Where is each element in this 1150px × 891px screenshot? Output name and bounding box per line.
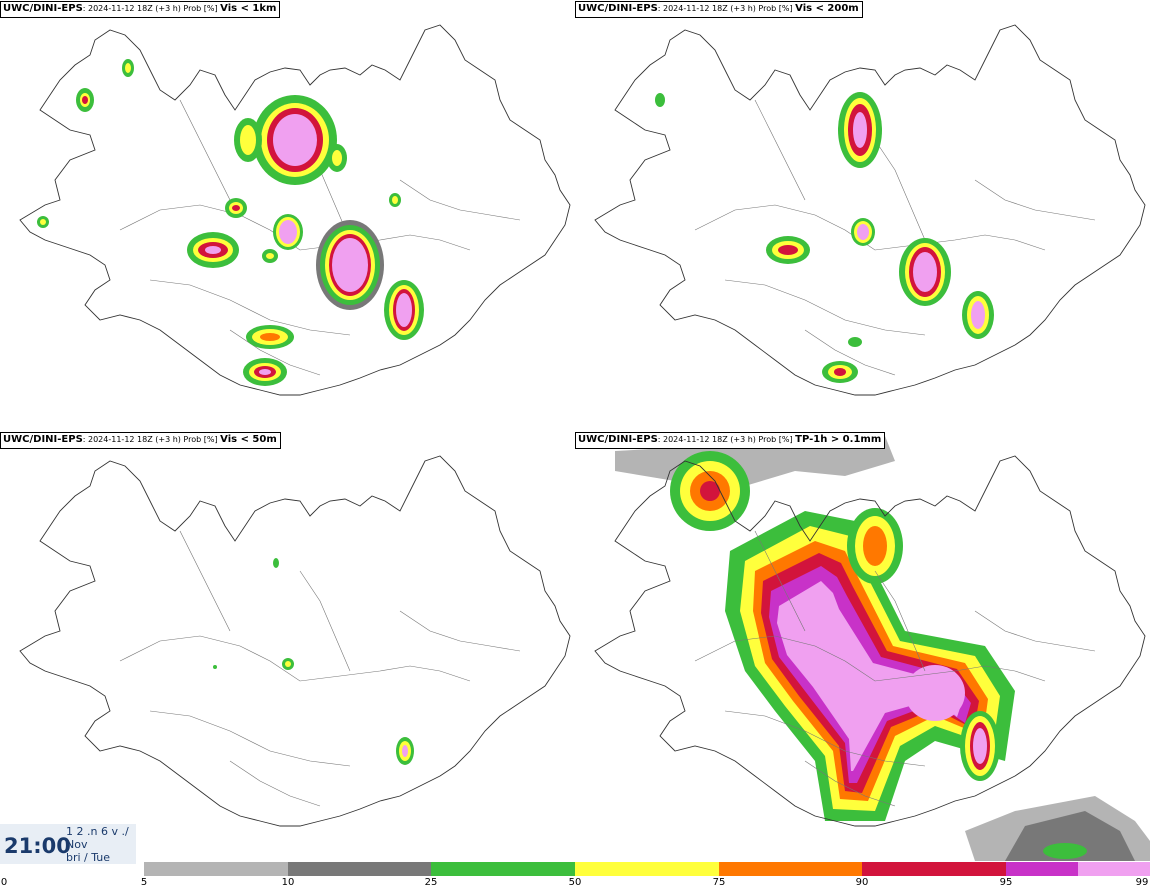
colorbar-segment-99 [1078, 862, 1150, 876]
region-border [974, 179, 1096, 221]
variable-name: Vis < 50m [220, 434, 277, 445]
colorbar-segment-25-50 [431, 862, 575, 876]
colorbar-tick-10: 10 [281, 877, 295, 888]
region-border [149, 279, 351, 336]
region-border [754, 530, 806, 632]
model-source: UWC/DINI-EPS [3, 3, 83, 14]
coastline-path [594, 24, 1146, 396]
region-border [179, 99, 231, 201]
iceland-coastline [19, 24, 571, 396]
run-info: : 2024-11-12 18Z (+3 h) Prob [%] [82, 435, 221, 444]
region-border [299, 570, 351, 672]
iceland-map [594, 436, 1150, 861]
iceland-coastline [594, 455, 1146, 827]
region-border [874, 139, 926, 241]
run-info: : 2024-11-12 18Z (+3 h) Prob [%] [657, 435, 796, 444]
region-border [119, 204, 471, 251]
panel-title: UWC/DINI-EPS: 2024-11-12 18Z (+3 h) Prob… [575, 432, 886, 449]
valid-time-box: 21:00 1 2 .n 6 v ./ Nov bri / Tue [0, 824, 136, 864]
iceland-coastline [594, 24, 1146, 396]
model-source: UWC/DINI-EPS [578, 434, 658, 445]
colorbar-segment-10-25 [288, 862, 431, 876]
region-border [119, 635, 471, 682]
panel-title: UWC/DINI-EPS: 2024-11-12 18Z (+3 h) Prob… [0, 432, 281, 449]
colorbar-tick-5: 5 [140, 877, 148, 888]
region-border [754, 99, 806, 201]
region-border [399, 179, 521, 221]
map-panel-vis-50m: UWC/DINI-EPS: 2024-11-12 18Z (+3 h) Prob… [0, 431, 575, 861]
coastline-path [594, 455, 1146, 827]
iceland-map [19, 455, 571, 827]
variable-name: Vis < 200m [795, 3, 859, 14]
model-source: UWC/DINI-EPS [3, 434, 83, 445]
colorbar-tick-90: 90 [855, 877, 869, 888]
colorbar-segment-50-75 [575, 862, 719, 876]
map-panel-vis-1km: UWC/DINI-EPS: 2024-11-12 18Z (+3 h) Prob… [0, 0, 575, 430]
region-border [724, 710, 926, 767]
colorbar-tick-99: 99 [1135, 877, 1149, 888]
colorbar-tick-95: 95 [999, 877, 1013, 888]
model-source: UWC/DINI-EPS [578, 3, 658, 14]
region-border [724, 279, 926, 336]
region-border [804, 760, 896, 807]
valid-date-line1: 1 2 .n 6 v ./ [66, 825, 129, 838]
panel-title: UWC/DINI-EPS: 2024-11-12 18Z (+3 h) Prob… [0, 1, 281, 18]
run-info: : 2024-11-12 18Z (+3 h) Prob [%] [82, 4, 221, 13]
region-border [694, 204, 1046, 251]
region-border [229, 329, 321, 376]
variable-name: Vis < 1km [220, 3, 277, 14]
colorbar-segment-75-90 [719, 862, 862, 876]
region-border [149, 710, 351, 767]
panel-title: UWC/DINI-EPS: 2024-11-12 18Z (+3 h) Prob… [575, 1, 863, 18]
region-border [229, 760, 321, 807]
iceland-coastline [19, 455, 571, 827]
coastline-path [19, 455, 571, 827]
region-border [179, 530, 231, 632]
run-info: : 2024-11-12 18Z (+3 h) Prob [%] [657, 4, 796, 13]
region-border [874, 570, 926, 672]
colorbar-tick-25: 25 [424, 877, 438, 888]
map-panel-precip: UWC/DINI-EPS: 2024-11-12 18Z (+3 h) Prob… [575, 431, 1150, 861]
coastline-path [19, 24, 571, 396]
region-border [804, 329, 896, 376]
valid-date-line2: Nov [66, 838, 88, 851]
iceland-map [594, 24, 1146, 396]
colorbar-segment-5-10 [144, 862, 288, 876]
probability-overlay [37, 59, 424, 386]
colorbar-tick-50: 50 [568, 877, 582, 888]
probability-overlay [655, 92, 994, 383]
region-border [399, 610, 521, 652]
probability-colorbar: 0 5 10 25 50 75 90 95 99 [0, 862, 1150, 891]
colorbar-tick-0: 0 [0, 877, 8, 888]
colorbar-segment-95-99 [1006, 862, 1078, 876]
valid-date-line3: bri / Tue [66, 851, 111, 864]
colorbar-segment-90-95 [862, 862, 1006, 876]
valid-time: 21:00 [4, 834, 71, 858]
iceland-map [19, 24, 571, 396]
variable-name: TP-1h > 0.1mm [795, 434, 882, 445]
probability-overlay [615, 436, 1150, 861]
map-panel-vis-200m: UWC/DINI-EPS: 2024-11-12 18Z (+3 h) Prob… [575, 0, 1150, 430]
probability-overlay [213, 558, 414, 765]
colorbar-tick-75: 75 [712, 877, 726, 888]
region-border [694, 635, 1046, 682]
region-border [974, 610, 1096, 652]
